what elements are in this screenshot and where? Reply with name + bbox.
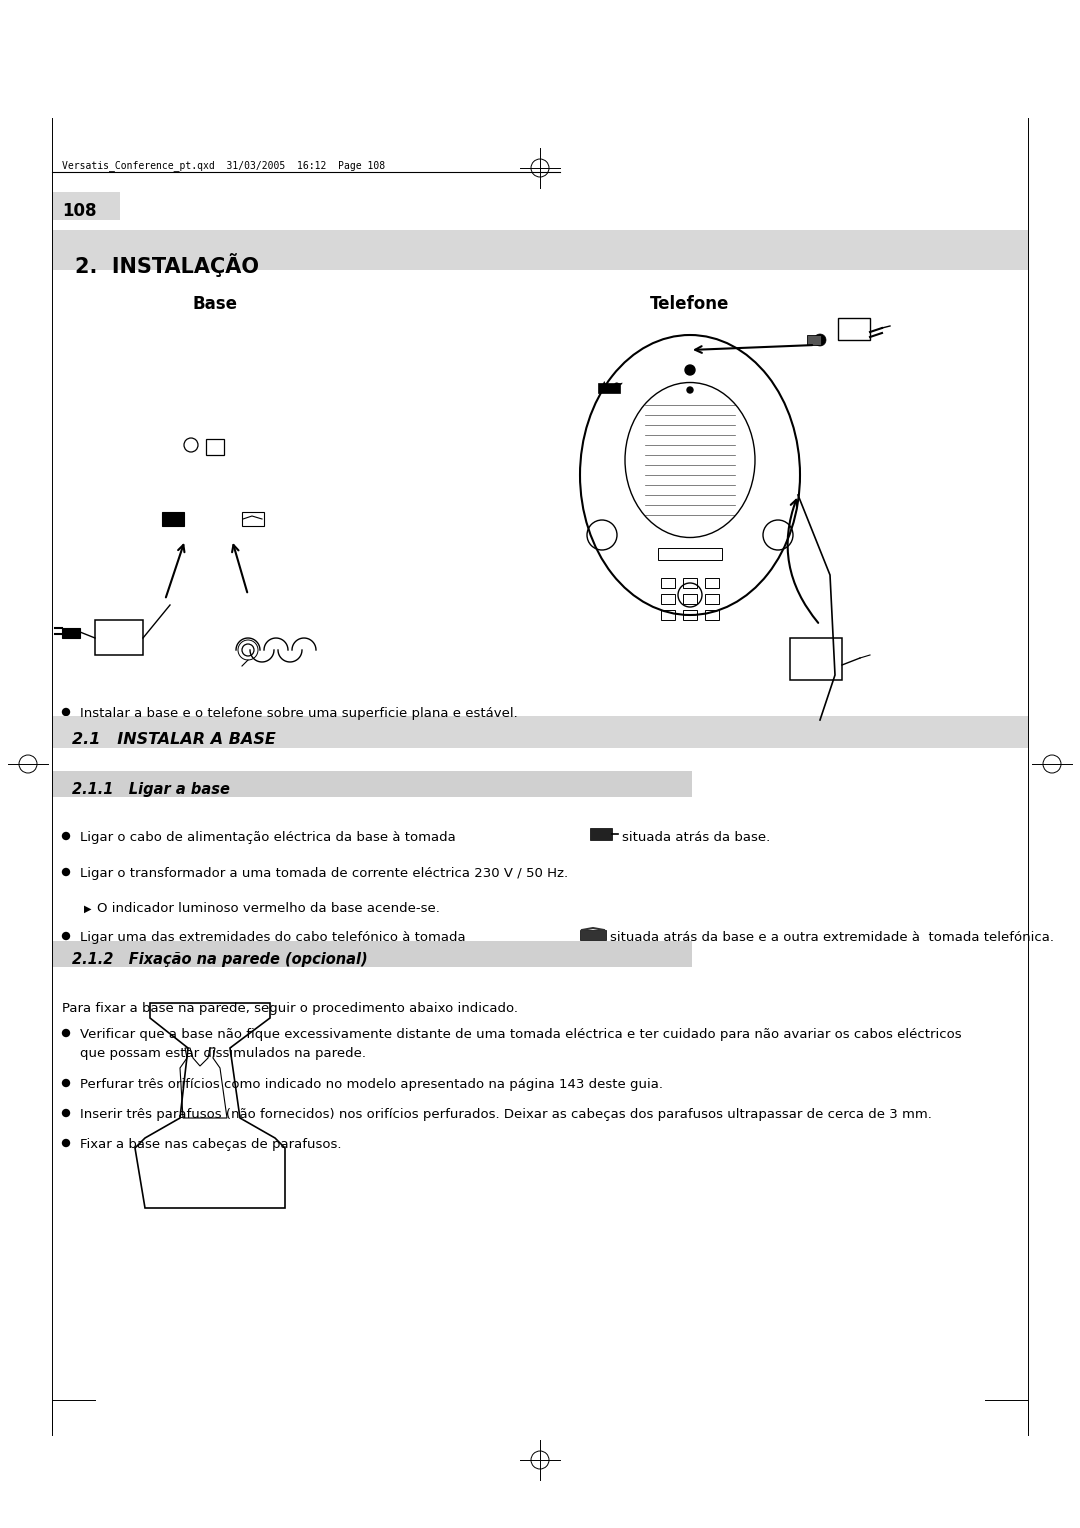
Text: situada atrás da base.: situada atrás da base.	[622, 831, 770, 843]
Text: 2.1   INSTALAR A BASE: 2.1 INSTALAR A BASE	[72, 732, 275, 747]
Text: O indicador luminoso vermelho da base acende-se.: O indicador luminoso vermelho da base ac…	[97, 902, 440, 915]
Text: 2.1.1   Ligar a base: 2.1.1 Ligar a base	[72, 782, 230, 798]
Text: 108: 108	[62, 202, 96, 220]
Circle shape	[685, 365, 696, 374]
Text: ▶: ▶	[84, 905, 92, 914]
Bar	[661, 610, 675, 620]
Text: Inserir três parafusos (não fornecidos) nos orifícios perfurados. Deixar as cabe: Inserir três parafusos (não fornecidos) …	[80, 1108, 932, 1122]
Bar	[580, 931, 606, 940]
Text: Verificar que a base não fique excessivamente distante de uma tomada eléctrica e: Verificar que a base não fique excessiva…	[80, 1028, 961, 1041]
Bar	[661, 594, 675, 604]
Text: Para fixar a base na parede, seguir o procedimento abaixo indicado.: Para fixar a base na parede, seguir o pr…	[62, 1002, 518, 1015]
Text: ~: ~	[613, 377, 623, 391]
Text: Telefone: Telefone	[650, 295, 730, 313]
Circle shape	[63, 1030, 69, 1036]
Bar	[62, 628, 80, 639]
Circle shape	[63, 868, 69, 876]
Bar	[683, 610, 697, 620]
Circle shape	[63, 709, 69, 715]
Text: Ligar o transformador a uma tomada de corrente eléctrica 230 V / 50 Hz.: Ligar o transformador a uma tomada de co…	[80, 866, 568, 880]
Circle shape	[687, 387, 693, 393]
Circle shape	[63, 1140, 69, 1146]
Bar	[705, 610, 719, 620]
Bar	[52, 941, 692, 967]
Bar	[705, 578, 719, 588]
Bar	[52, 717, 1028, 749]
Text: Base: Base	[192, 295, 238, 313]
Text: Instalar a base e o telefone sobre uma superficie plana e estável.: Instalar a base e o telefone sobre uma s…	[80, 707, 517, 720]
Circle shape	[63, 1079, 69, 1086]
Circle shape	[63, 932, 69, 940]
Text: situada atrás da base e a outra extremidade à  tomada telefónica.: situada atrás da base e a outra extremid…	[610, 931, 1054, 944]
Text: Versatis_Conference_pt.qxd  31/03/2005  16:12  Page 108: Versatis_Conference_pt.qxd 31/03/2005 16…	[62, 160, 386, 171]
Bar	[661, 578, 675, 588]
Bar	[52, 772, 692, 798]
Bar	[598, 384, 620, 393]
Bar	[705, 594, 719, 604]
Circle shape	[63, 833, 69, 839]
Text: Perfurar três orifícios como indicado no modelo apresentado na página 143 deste : Perfurar três orifícios como indicado no…	[80, 1077, 663, 1091]
Bar	[95, 620, 143, 656]
Bar	[52, 231, 1028, 270]
Bar	[789, 639, 842, 680]
Bar	[683, 594, 697, 604]
Bar	[807, 335, 821, 345]
Text: Ligar uma das extremidades do cabo telefónico à tomada: Ligar uma das extremidades do cabo telef…	[80, 931, 465, 944]
Bar	[838, 318, 870, 341]
Text: Ligar o cabo de alimentação eléctrica da base à tomada: Ligar o cabo de alimentação eléctrica da…	[80, 831, 456, 843]
Circle shape	[814, 335, 826, 345]
Bar	[206, 439, 224, 455]
Bar	[242, 512, 264, 526]
Bar	[162, 512, 184, 526]
Bar	[683, 578, 697, 588]
Bar	[52, 193, 120, 220]
Text: 2.  INSTALAÇÃO: 2. INSTALAÇÃO	[75, 254, 259, 277]
Bar	[590, 828, 612, 840]
Text: ▲: ▲	[600, 380, 608, 390]
Circle shape	[63, 1109, 69, 1117]
Text: 2.1.2   Fixação na parede (opcional): 2.1.2 Fixação na parede (opcional)	[72, 952, 367, 967]
Bar	[658, 549, 723, 559]
Text: Fixar a base nas cabeças de parafusos.: Fixar a base nas cabeças de parafusos.	[80, 1138, 341, 1151]
Text: que possam estar dissimulados na parede.: que possam estar dissimulados na parede.	[80, 1047, 366, 1060]
